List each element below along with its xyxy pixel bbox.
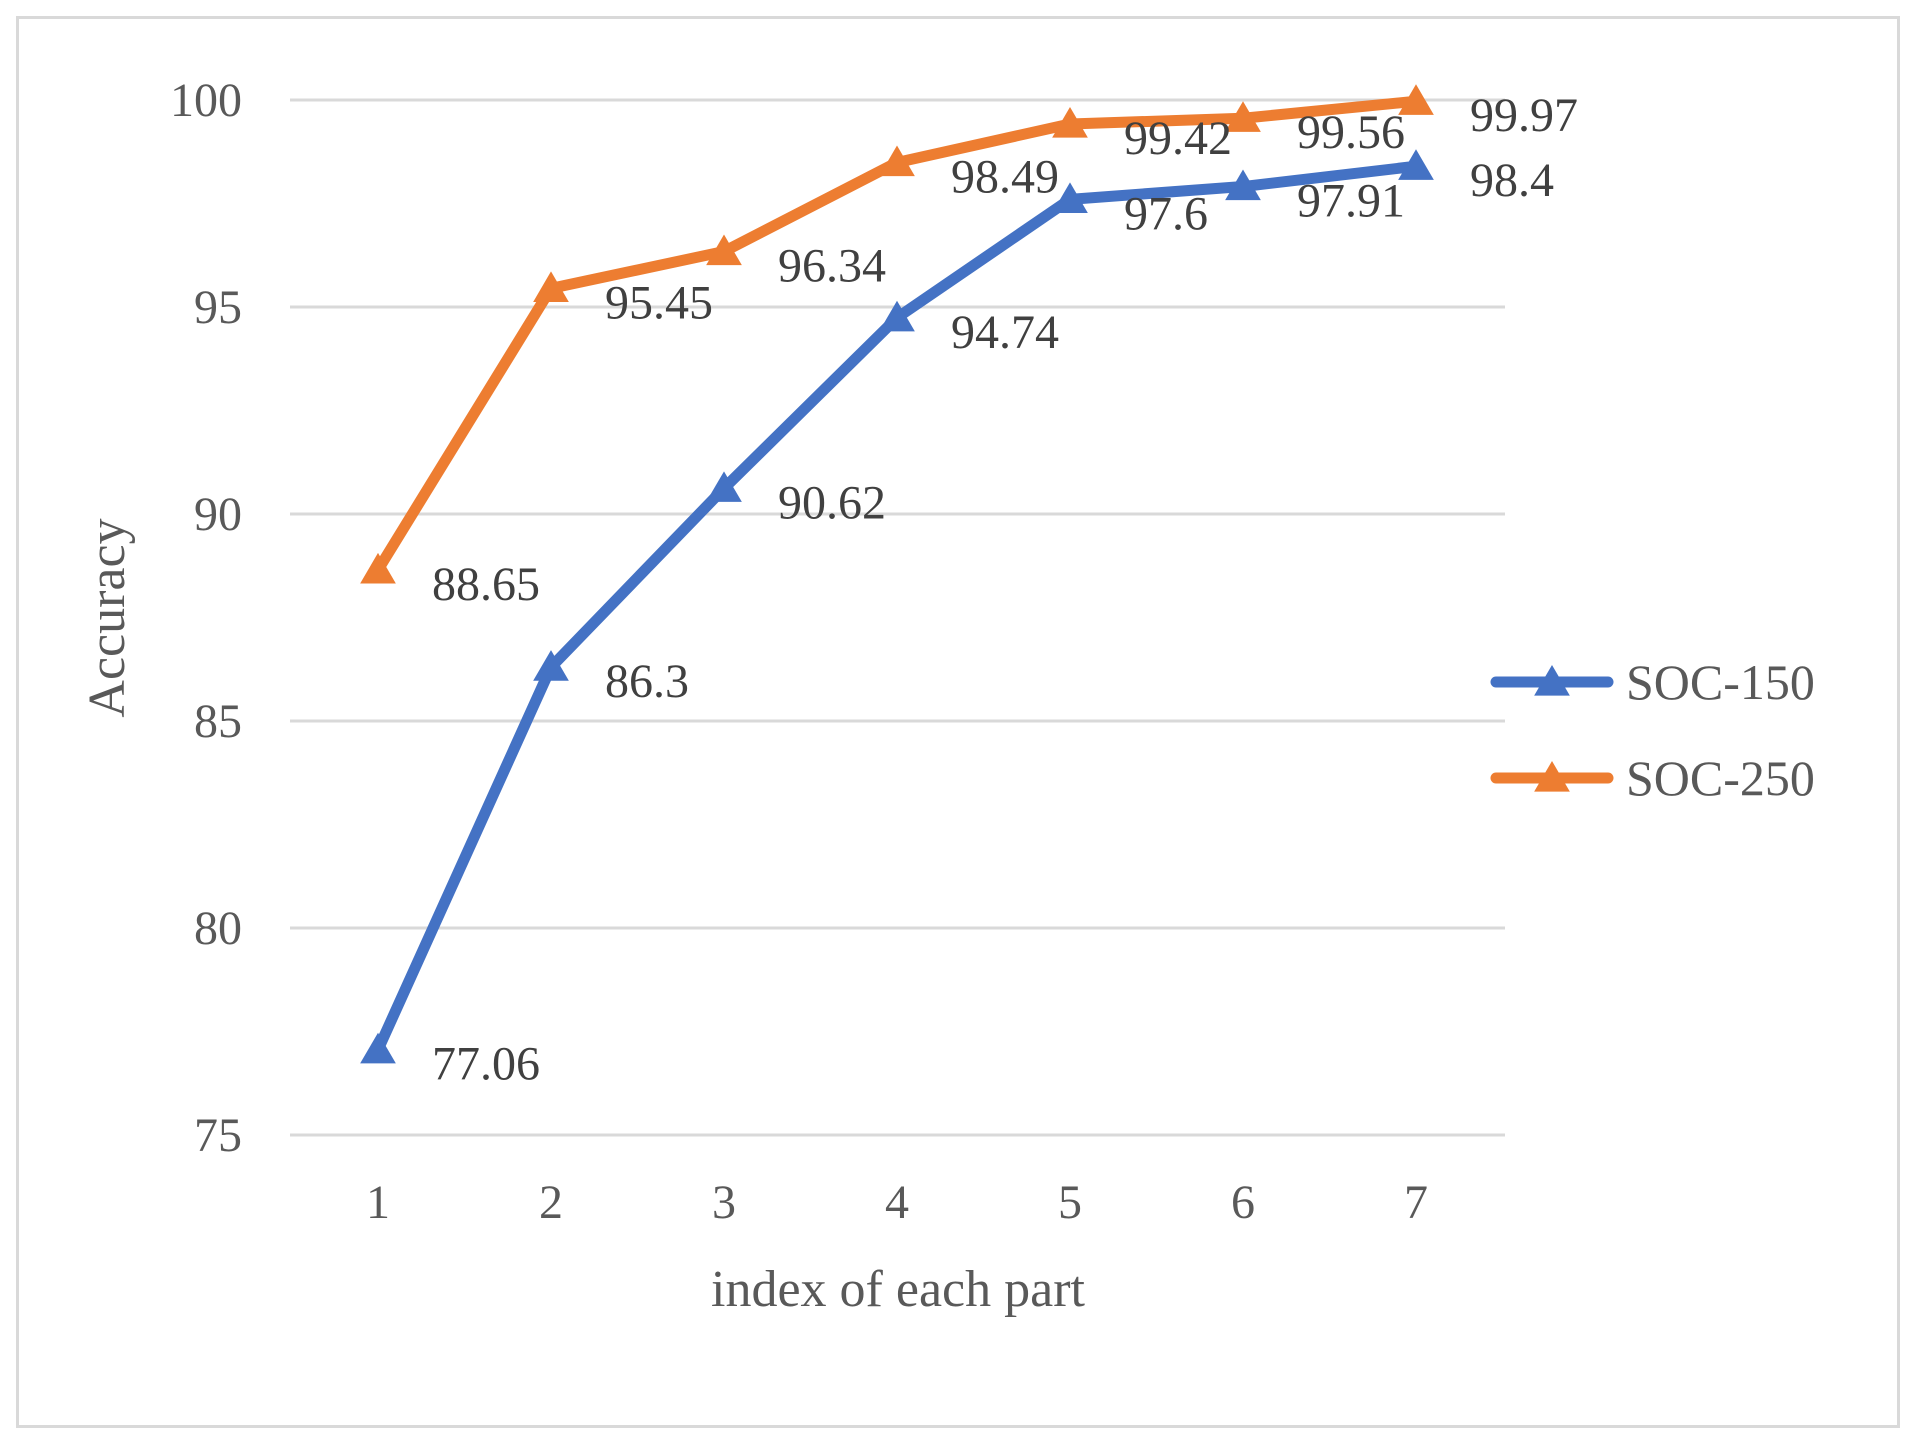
data-label: 98.49 (951, 151, 1059, 204)
data-point-marker (360, 552, 396, 584)
data-label: 99.42 (1124, 112, 1232, 165)
legend: SOC-150 SOC-250 (1490, 654, 1815, 806)
series-soc-150 (360, 149, 1434, 1064)
data-label: 95.45 (605, 276, 713, 329)
legend-label: SOC-250 (1626, 750, 1815, 806)
x-tick-label: 6 (1231, 1176, 1255, 1229)
data-point-marker (1398, 149, 1434, 180)
data-point-marker (706, 471, 742, 502)
data-point-marker (706, 234, 742, 266)
data-label: 88.65 (432, 558, 540, 611)
x-tick-label: 5 (1058, 1176, 1082, 1229)
y-tick-label: 90 (194, 488, 242, 541)
y-axis-ticks: 75 80 85 90 95 100 (170, 74, 242, 1162)
data-point-marker (879, 145, 915, 177)
data-label: 99.56 (1297, 106, 1405, 159)
gridlines (290, 98, 1505, 1137)
data-point-marker (360, 1032, 396, 1064)
data-label: 77.06 (432, 1038, 540, 1091)
data-label: 98.4 (1470, 154, 1554, 207)
x-tick-label: 2 (539, 1176, 563, 1229)
data-point-marker (1225, 101, 1261, 132)
data-point-marker (533, 650, 569, 681)
y-tick-label: 95 (194, 281, 242, 334)
data-label: 90.62 (778, 476, 886, 529)
x-tick-label: 4 (885, 1176, 909, 1229)
data-point-marker (1398, 84, 1434, 115)
legend-marker (1534, 665, 1570, 696)
legend-item: SOC-250 (1490, 750, 1815, 806)
y-tick-label: 80 (194, 902, 242, 955)
y-tick-label: 100 (170, 74, 242, 127)
x-axis-ticks: 1 2 3 4 5 6 7 (366, 1176, 1428, 1229)
series-soc-250 (360, 84, 1434, 584)
x-tick-label: 1 (366, 1176, 390, 1229)
legend-label: SOC-150 (1626, 654, 1815, 710)
data-label: 97.6 (1124, 187, 1208, 240)
data-point-marker (533, 271, 569, 302)
y-axis-title: Accuracy (79, 518, 136, 717)
legend-item: SOC-150 (1490, 654, 1815, 710)
data-point-marker (879, 300, 915, 332)
y-tick-label: 85 (194, 695, 242, 748)
x-tick-label: 7 (1404, 1176, 1428, 1229)
data-label: 99.97 (1470, 89, 1578, 142)
x-axis-title: index of each part (711, 1261, 1085, 1318)
x-tick-label: 3 (712, 1176, 736, 1229)
y-tick-label: 75 (194, 1109, 242, 1162)
data-point-marker (1225, 169, 1261, 201)
data-point-marker (1052, 107, 1088, 138)
data-label: 96.34 (778, 240, 886, 293)
data-point-marker (1052, 182, 1088, 213)
legend-marker (1534, 761, 1570, 792)
data-label: 97.91 (1297, 175, 1405, 228)
series-layer (360, 84, 1434, 1064)
data-label: 86.3 (605, 655, 689, 708)
data-labels: 77.06 86.3 90.62 94.74 97.6 97.91 98.4 88.65 95.… (432, 89, 1578, 1090)
data-label: 94.74 (951, 306, 1059, 359)
